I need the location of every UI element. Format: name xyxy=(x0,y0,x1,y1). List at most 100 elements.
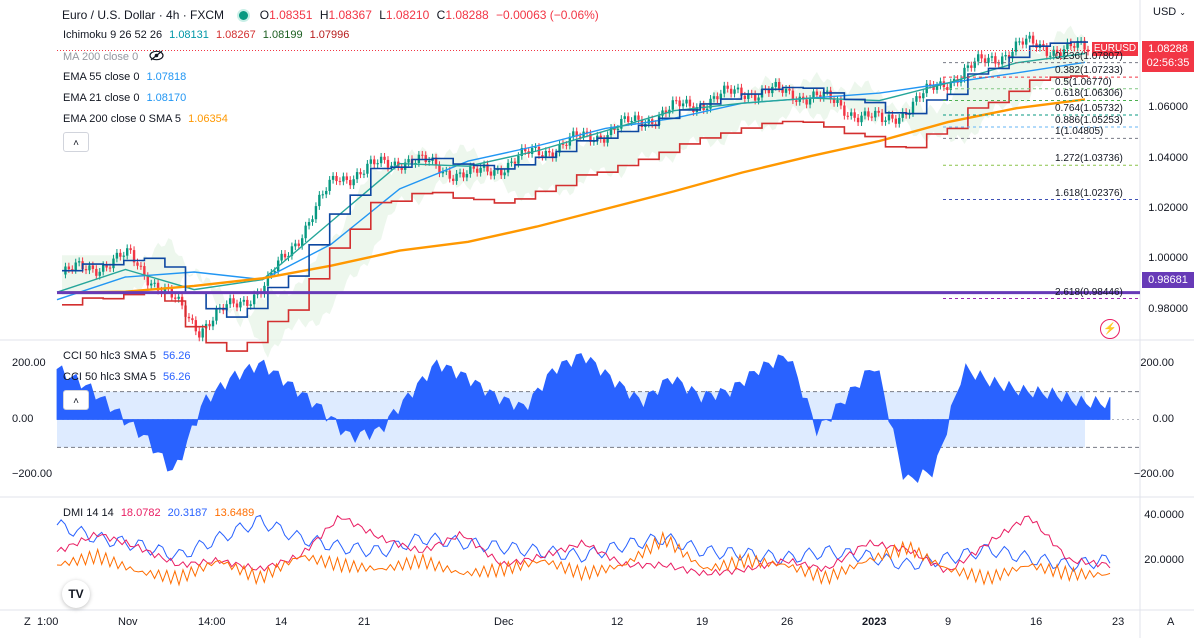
candle-body xyxy=(177,296,180,299)
fib-level-label: 0.382(1.07233) xyxy=(1055,65,1123,77)
candle-body xyxy=(973,61,976,68)
candle-body xyxy=(860,115,863,123)
candle-body xyxy=(565,144,568,146)
candle-body xyxy=(863,111,867,116)
candle-body xyxy=(362,173,366,175)
candle-body xyxy=(517,155,520,164)
candle-body xyxy=(826,90,829,92)
candle-body xyxy=(280,253,283,261)
candle-body xyxy=(150,283,153,286)
candle-body xyxy=(438,165,441,174)
zoom-z-button[interactable]: Z xyxy=(24,616,31,628)
price-tick-label: 1.04000 xyxy=(1148,151,1188,164)
candle-body xyxy=(832,99,836,103)
cci-legend-b[interactable]: CCI 50 hlc3 SMA 5 56.26 xyxy=(63,371,195,383)
candle-body xyxy=(1042,44,1045,47)
high-value: 1.08367 xyxy=(328,8,372,22)
chevron-down-icon: ⌄ xyxy=(1179,8,1186,17)
candle-body xyxy=(451,178,455,182)
cci-legend-a[interactable]: CCI 50 hlc3 SMA 5 56.26 xyxy=(63,350,195,362)
candle-body xyxy=(572,131,575,137)
kijun-line xyxy=(62,75,1088,352)
price-tick-label: 1.06000 xyxy=(1148,101,1188,114)
candle-body xyxy=(548,150,551,153)
fib-level-label: 0.236(1.07807) xyxy=(1055,50,1123,62)
ema200-legend[interactable]: EMA 200 close 0 SMA 5 1.06354 xyxy=(63,113,232,125)
candle-body xyxy=(379,156,383,164)
candle-body xyxy=(726,85,729,89)
dmi-v2: 20.3187 xyxy=(167,507,208,519)
cci-collapse-button[interactable]: ˄ xyxy=(63,390,89,410)
candle-body xyxy=(153,282,156,284)
cci-right-tick: −200.00 xyxy=(1133,468,1174,481)
current-price-tag: 1.08288 02:56:35 xyxy=(1142,41,1194,72)
candle-body xyxy=(791,90,795,101)
candle-body xyxy=(675,100,678,102)
candle-body xyxy=(355,172,359,180)
candle-body xyxy=(335,175,338,182)
candle-body xyxy=(270,272,273,276)
candle-body xyxy=(856,117,860,123)
candle-body xyxy=(215,309,218,321)
time-tick-label: 23 xyxy=(1112,616,1125,628)
currency-selector[interactable]: USD ⌄ xyxy=(1153,5,1186,20)
time-tick-label: 14 xyxy=(275,616,288,628)
candle-body xyxy=(753,94,757,101)
candle-body xyxy=(874,110,877,118)
candle-body xyxy=(877,110,880,113)
ema55-legend[interactable]: EMA 55 close 0 1.07818 xyxy=(63,71,190,83)
candle-body xyxy=(812,91,815,99)
auto-scale-button[interactable]: A xyxy=(1167,616,1174,628)
ichimoku-legend[interactable]: Ichimoku 9 26 52 26 1.08131 1.08267 1.08… xyxy=(63,29,353,41)
cci-a-name: CCI 50 hlc3 SMA 5 xyxy=(63,350,156,362)
fib-level-label: 0.764(1.05732) xyxy=(1055,102,1123,114)
candle-body xyxy=(445,170,448,172)
candle-body xyxy=(671,100,674,110)
alert-flash-icon[interactable]: ⚡ xyxy=(1100,319,1120,339)
symbol-title[interactable]: Euro / U.S. Dollar · 4h · FXCM xyxy=(62,8,225,22)
tv-logo-icon: TV xyxy=(68,587,84,601)
ema200-line xyxy=(56,98,1086,294)
candle-body xyxy=(479,167,482,173)
close-label: C xyxy=(436,8,446,22)
collapse-legend-button[interactable]: ˄ xyxy=(63,132,89,152)
fib-level-label: 1(1.04805) xyxy=(1055,126,1104,138)
candle-body xyxy=(235,303,239,308)
candle-body xyxy=(311,219,314,223)
time-tick-label: 21 xyxy=(358,616,371,628)
candle-body xyxy=(757,97,760,101)
candle-body xyxy=(119,252,122,257)
candle-body xyxy=(599,135,602,140)
candle-body xyxy=(870,116,874,118)
candle-body xyxy=(174,297,177,299)
candle-body xyxy=(915,96,918,102)
ma200-legend[interactable]: MA 200 close 0 xyxy=(63,50,168,63)
dmi-legend[interactable]: DMI 14 14 18.0782 20.3187 13.6489 xyxy=(63,507,258,519)
fib-level-label: 0.886(1.05253) xyxy=(1055,115,1123,127)
candle-body xyxy=(898,117,901,124)
candle-body xyxy=(448,170,451,179)
cci-b-name: CCI 50 hlc3 SMA 5 xyxy=(63,371,156,383)
status-dot xyxy=(239,11,249,20)
candle-body xyxy=(808,98,812,105)
candle-body xyxy=(191,318,194,321)
candle-body xyxy=(664,110,668,114)
candle-body xyxy=(400,166,403,170)
eye-crossed-icon[interactable] xyxy=(149,50,164,63)
ema21-legend[interactable]: EMA 21 close 0 1.08170 xyxy=(63,92,190,104)
tradingview-logo[interactable]: TV xyxy=(62,580,90,608)
candle-body xyxy=(623,116,626,119)
price-tick-label: 1.00000 xyxy=(1148,252,1188,265)
candle-body xyxy=(194,320,198,332)
dmi-v3: 13.6489 xyxy=(214,507,255,519)
candle-body xyxy=(894,118,898,124)
open-value: 1.08351 xyxy=(269,8,313,22)
candle-body xyxy=(613,127,616,131)
time-tick-label: Dec xyxy=(494,616,514,628)
ema200-name: EMA 200 close 0 SMA 5 xyxy=(63,113,182,125)
candle-body xyxy=(95,268,98,276)
candle-body xyxy=(211,320,215,327)
candle-body xyxy=(273,271,276,273)
candle-body xyxy=(1011,51,1014,59)
